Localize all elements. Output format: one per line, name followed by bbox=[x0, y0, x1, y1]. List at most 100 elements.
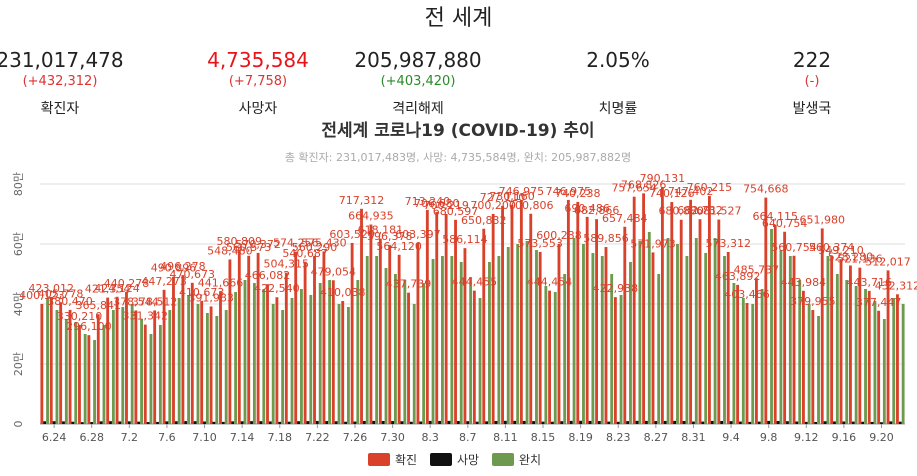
value-label: 757,654 bbox=[611, 182, 657, 195]
bar bbox=[548, 290, 551, 424]
bar bbox=[360, 208, 363, 424]
value-label: 700,200 bbox=[470, 199, 516, 212]
bar bbox=[153, 310, 157, 424]
value-label: 444,454 bbox=[527, 276, 573, 289]
value-label: 760,215 bbox=[687, 181, 733, 194]
bar bbox=[381, 421, 385, 424]
stat: 231,017,478 (+432,312) 확진자 bbox=[0, 48, 160, 118]
value-label: 730,160 bbox=[489, 190, 535, 203]
bar bbox=[294, 251, 298, 424]
x-tick-label: 7.30 bbox=[380, 431, 405, 444]
value-label: 410,673 bbox=[179, 286, 225, 299]
x-tick-label: 8.27 bbox=[644, 431, 669, 444]
y-tick-label: 80만 bbox=[12, 172, 25, 196]
bar bbox=[676, 244, 679, 424]
x-tick-label: 7.18 bbox=[268, 431, 293, 444]
bar bbox=[882, 319, 886, 424]
bar bbox=[438, 420, 442, 424]
bar bbox=[306, 421, 310, 424]
value-label: 331,342 bbox=[123, 310, 169, 323]
bar bbox=[616, 421, 620, 424]
bar bbox=[494, 420, 498, 424]
bar bbox=[657, 274, 661, 424]
bar bbox=[670, 201, 674, 424]
x-tick-label: 8.3 bbox=[421, 431, 439, 444]
bar bbox=[125, 291, 128, 424]
bar bbox=[892, 298, 896, 424]
value-label: 580,809 bbox=[217, 235, 263, 248]
bar bbox=[839, 259, 843, 424]
stat-value: 222 bbox=[792, 48, 832, 72]
bar bbox=[823, 421, 827, 424]
bar bbox=[416, 242, 420, 424]
value-label: 746,975 bbox=[499, 185, 545, 198]
legend-swatch bbox=[430, 453, 452, 466]
bar bbox=[701, 421, 705, 424]
bar bbox=[184, 421, 188, 424]
stat-change: (+432,312) bbox=[22, 74, 98, 89]
bar bbox=[757, 421, 761, 424]
bar bbox=[660, 186, 664, 424]
bar bbox=[425, 210, 429, 424]
value-label: 378,544 bbox=[113, 295, 159, 308]
value-label: 470,673 bbox=[170, 268, 216, 281]
bar bbox=[365, 256, 369, 424]
bar bbox=[369, 224, 373, 424]
bar bbox=[626, 421, 630, 424]
bar bbox=[864, 289, 867, 424]
value-label: 640,754 bbox=[762, 217, 808, 230]
bar bbox=[550, 421, 554, 424]
bar bbox=[779, 250, 783, 424]
value-label: 512,017 bbox=[865, 255, 911, 268]
bar bbox=[754, 278, 758, 424]
value-label: 330,210 bbox=[57, 310, 103, 323]
value-label: 549,210 bbox=[818, 244, 864, 257]
bar bbox=[40, 303, 44, 424]
bar bbox=[353, 421, 357, 424]
bar bbox=[666, 238, 670, 424]
bar bbox=[786, 421, 789, 424]
bar bbox=[814, 421, 818, 424]
bar bbox=[751, 304, 755, 424]
bar bbox=[454, 219, 457, 424]
bar bbox=[717, 219, 721, 424]
value-label: 560,290 bbox=[292, 241, 338, 254]
bar bbox=[55, 310, 59, 424]
stat-value: 4,735,584 bbox=[207, 48, 309, 72]
value-label: 682,866 bbox=[574, 204, 620, 217]
bar bbox=[642, 193, 646, 424]
bar bbox=[572, 238, 576, 424]
bar bbox=[394, 274, 397, 424]
bar bbox=[127, 421, 131, 424]
value-label: 378,512 bbox=[132, 295, 178, 308]
value-label: 377,447 bbox=[856, 296, 902, 309]
x-tick-label: 8.31 bbox=[681, 431, 706, 444]
bar bbox=[566, 199, 570, 424]
stat: 205,987,880 (+403,420) 격리해제 bbox=[318, 48, 518, 118]
bar bbox=[90, 422, 94, 424]
value-label: 437,739 bbox=[386, 278, 432, 291]
bar bbox=[196, 304, 200, 424]
value-label: 746,975 bbox=[546, 185, 592, 198]
value-label: 365,841 bbox=[76, 299, 122, 312]
bar bbox=[290, 298, 294, 424]
value-label: 790,131 bbox=[640, 172, 686, 185]
value-label: 504,315 bbox=[264, 258, 310, 271]
bar bbox=[736, 284, 740, 424]
bar bbox=[83, 334, 87, 424]
bar bbox=[776, 421, 780, 424]
x-tick-label: 8.7 bbox=[459, 431, 477, 444]
y-tick-label: 20만 bbox=[12, 352, 25, 376]
bar bbox=[106, 297, 110, 424]
value-label: 596,378 bbox=[367, 230, 413, 243]
value-label: 713,240 bbox=[405, 195, 451, 208]
bar bbox=[71, 421, 75, 424]
bar bbox=[488, 262, 491, 424]
bar bbox=[741, 298, 745, 424]
bar bbox=[516, 244, 520, 424]
bar bbox=[212, 421, 216, 424]
bar bbox=[613, 297, 617, 424]
stat-change: (+7,758) bbox=[228, 74, 288, 89]
bar bbox=[739, 421, 742, 424]
value-label: 754,668 bbox=[743, 183, 789, 196]
